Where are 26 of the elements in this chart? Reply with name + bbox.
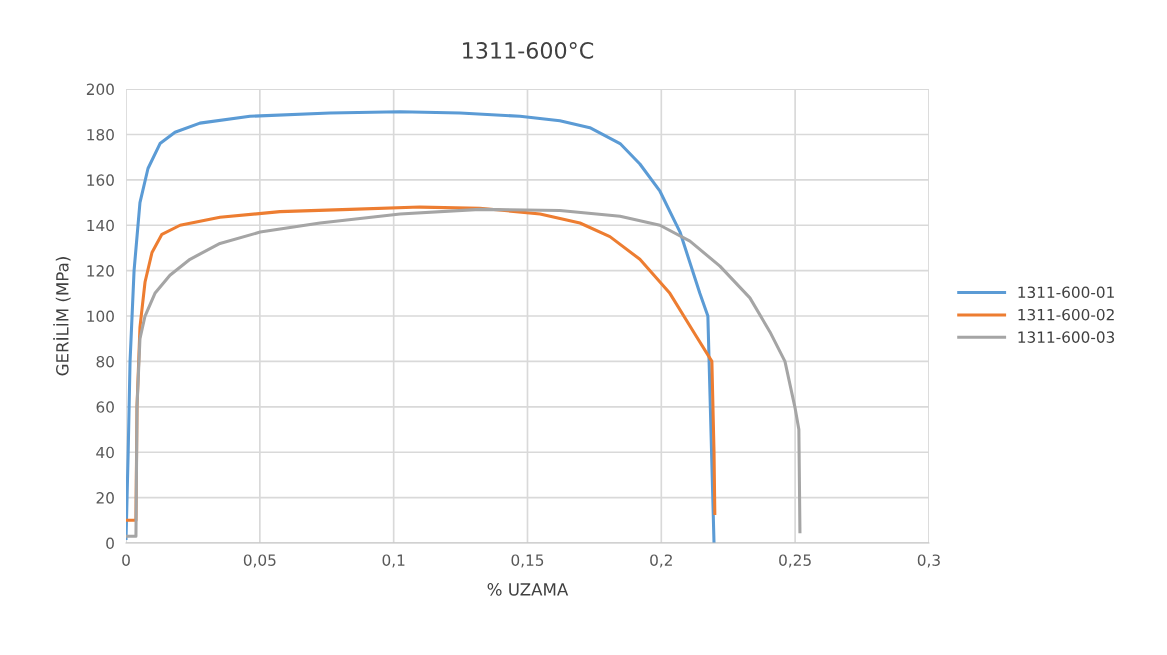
x-tick-label: 0	[122, 554, 130, 566]
y-tick-label: 100	[87, 310, 114, 323]
x-tick-label: 0,25	[779, 554, 811, 568]
x-tick-label: 0,05	[243, 554, 276, 568]
y-tick-label: 120	[87, 265, 114, 277]
y-tick-label: 160	[87, 174, 114, 186]
y-tick-label: 60	[96, 401, 114, 413]
legend-label: 1311-600-02	[1018, 308, 1114, 321]
line-series	[126, 110, 716, 543]
line-series	[126, 207, 802, 538]
chart-title: 1311-600°C	[463, 42, 594, 59]
legend-label: 1311-600-03	[1018, 331, 1115, 343]
y-tick-label: 20	[96, 492, 114, 504]
x-tick-label: 0,3	[917, 554, 940, 568]
x-tick-label: 0,1	[382, 554, 405, 568]
x-tick-label: 0,2	[650, 554, 672, 568]
y-tick-label: 0	[106, 537, 114, 550]
x-axis-title: % UZAMA	[487, 583, 569, 596]
x-tick-label: 0,15	[511, 554, 544, 568]
y-tick-label: 140	[87, 219, 114, 232]
y-axis-title: GERİLİM (MPa)	[53, 257, 71, 376]
y-tick-label: 180	[87, 128, 114, 141]
y-tick-label: 40	[96, 446, 114, 459]
y-tick-label: 200	[86, 83, 114, 96]
legend-label: 1311-600-01	[1018, 286, 1114, 299]
y-tick-label: 80	[96, 355, 114, 368]
